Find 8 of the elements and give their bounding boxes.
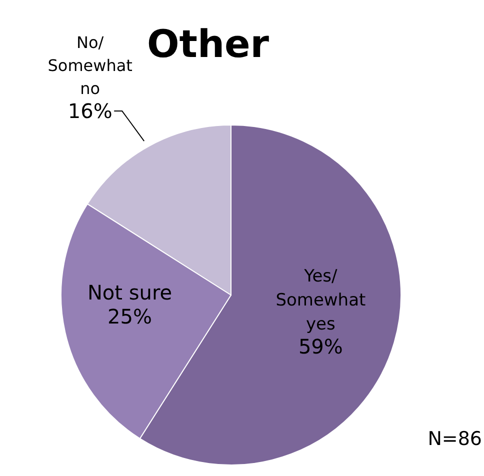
slice-label: Not sure [87,280,172,305]
text: N=86 [428,428,482,450]
chart-title: Other [146,22,270,66]
data-label: 59% [298,334,343,359]
data-label: 25% [108,304,152,329]
slice-label: Yes/ Somewhat yes [276,266,366,335]
data-label: 16% [68,99,112,124]
slice-label: No/ Somewhat no [48,33,132,98]
